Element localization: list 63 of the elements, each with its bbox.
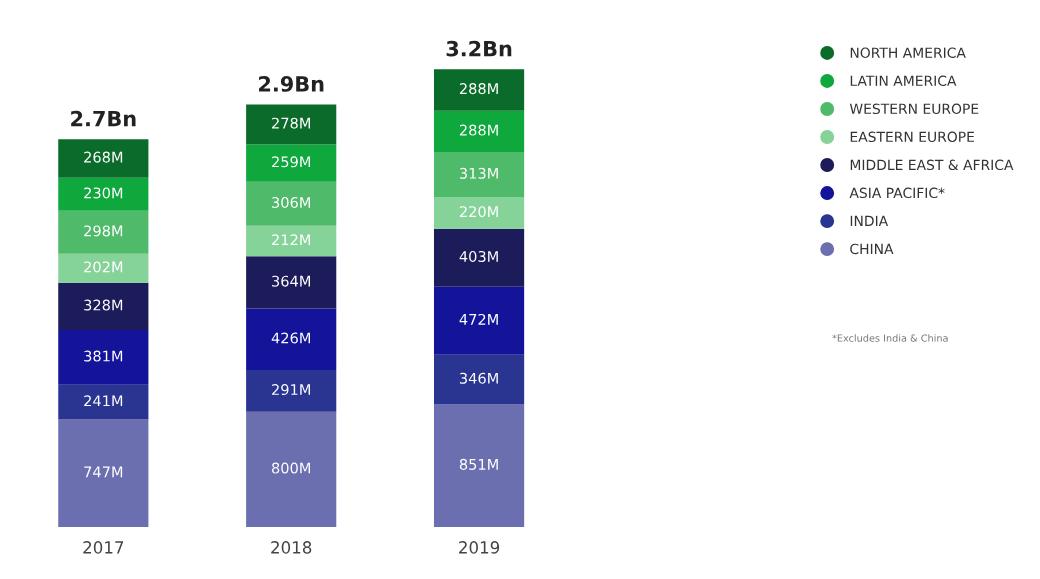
bar bbox=[433, 152, 525, 198]
data-label: 851M bbox=[459, 458, 498, 470]
bar bbox=[58, 210, 149, 254]
data-label: 800M bbox=[271, 462, 310, 474]
bar bbox=[433, 404, 525, 527]
bar bbox=[58, 419, 149, 527]
bar bbox=[246, 144, 337, 182]
bar bbox=[58, 282, 149, 330]
data-label: 403M bbox=[459, 250, 498, 262]
data-label: 472M bbox=[459, 313, 498, 325]
bar bbox=[246, 104, 337, 145]
legend-label: ASIA PACIFIC* bbox=[849, 187, 945, 199]
annotation: 3.2Bn bbox=[446, 40, 512, 57]
data-label: 241M bbox=[84, 395, 123, 407]
data-label: 288M bbox=[459, 83, 498, 95]
text: *Excludes India & China bbox=[832, 334, 948, 342]
legend-label: WESTERN EUROPE bbox=[849, 103, 979, 115]
legend-label: CHINA bbox=[850, 243, 894, 255]
x-tick-label: 2019 bbox=[459, 541, 500, 554]
bar bbox=[246, 411, 337, 527]
bar bbox=[433, 286, 525, 355]
data-label: 259M bbox=[272, 156, 310, 168]
data-label: 202M bbox=[84, 261, 123, 273]
bar bbox=[433, 69, 525, 111]
legend-label: INDIA bbox=[850, 215, 889, 226]
bar bbox=[58, 139, 149, 178]
bar bbox=[433, 110, 525, 153]
data-label: 313M bbox=[459, 167, 498, 179]
data-label: 364M bbox=[272, 275, 310, 287]
annotation: 2.7Bn bbox=[71, 110, 136, 127]
bar bbox=[246, 181, 337, 226]
bar bbox=[433, 228, 525, 287]
data-label: 298M bbox=[84, 225, 123, 237]
bar bbox=[433, 354, 525, 405]
bar bbox=[433, 197, 525, 229]
legend-label: EASTERN EUROPE bbox=[850, 131, 974, 143]
data-label: 346M bbox=[459, 372, 498, 384]
legend-label: MIDDLE EAST & AFRICA bbox=[850, 159, 1014, 171]
data-label: 220M bbox=[459, 206, 498, 218]
bar bbox=[58, 253, 149, 283]
data-label: 747M bbox=[84, 466, 123, 478]
bar bbox=[246, 369, 337, 412]
x-tick-label: 2017 bbox=[83, 541, 124, 554]
data-label: 306M bbox=[272, 196, 310, 208]
data-label: 230M bbox=[84, 187, 123, 199]
x-tick-label: 2018 bbox=[271, 541, 312, 554]
bar bbox=[58, 384, 149, 420]
bar bbox=[58, 329, 149, 385]
data-label: 268M bbox=[84, 151, 123, 163]
data-label: 212M bbox=[272, 234, 310, 246]
data-label: 328M bbox=[84, 299, 123, 311]
data-label: 291M bbox=[272, 384, 310, 396]
bar bbox=[246, 308, 337, 370]
legend-label: NORTH AMERICA bbox=[850, 47, 966, 58]
data-label: 288M bbox=[459, 124, 498, 136]
annotation: 2.9Bn bbox=[259, 76, 324, 92]
bar bbox=[246, 225, 337, 257]
data-label: 426M bbox=[271, 332, 310, 344]
legend-label: LATIN AMERICA bbox=[850, 75, 957, 87]
data-label: 278M bbox=[272, 117, 310, 129]
bar bbox=[58, 177, 149, 211]
bar bbox=[246, 256, 337, 309]
data-label: 381M bbox=[84, 350, 123, 362]
